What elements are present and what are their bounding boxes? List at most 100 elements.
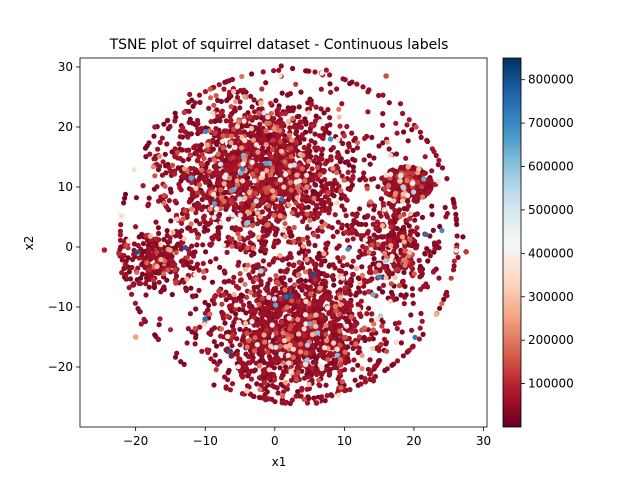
- data-point: [181, 262, 187, 268]
- x-axis-label: x1: [272, 455, 287, 469]
- data-point: [367, 357, 373, 363]
- data-point: [239, 145, 245, 151]
- data-point: [403, 155, 409, 161]
- data-point: [436, 245, 442, 251]
- data-point: [277, 290, 283, 296]
- data-point: [339, 379, 345, 385]
- data-point: [404, 192, 411, 198]
- data-point: [241, 237, 247, 243]
- data-point: [224, 128, 230, 134]
- data-point: [168, 218, 174, 224]
- data-point: [229, 343, 235, 349]
- data-point: [156, 322, 162, 328]
- data-point: [161, 121, 167, 127]
- data-point: [332, 265, 338, 271]
- data-point: [354, 145, 360, 151]
- data-point: [212, 118, 218, 124]
- data-point: [399, 198, 406, 204]
- data-point: [366, 236, 372, 242]
- data-point: [301, 332, 307, 338]
- data-point: [409, 327, 415, 333]
- data-point: [323, 382, 329, 388]
- data-point: [431, 149, 437, 155]
- colorbar-tick-label: 700000: [528, 116, 574, 130]
- data-point: [258, 100, 264, 106]
- data-point: [217, 179, 223, 186]
- data-point: [407, 232, 413, 238]
- data-point: [327, 136, 334, 142]
- data-point: [232, 166, 238, 173]
- data-point: [153, 236, 159, 242]
- data-point: [216, 288, 222, 294]
- data-point: [326, 210, 332, 216]
- data-point: [195, 189, 201, 195]
- data-point: [414, 225, 420, 231]
- data-point: [400, 353, 406, 359]
- data-point: [304, 172, 310, 178]
- data-point: [242, 281, 248, 287]
- data-point: [278, 381, 284, 387]
- data-point: [281, 275, 287, 281]
- data-point: [116, 251, 122, 257]
- data-point: [173, 212, 180, 218]
- data-point: [185, 326, 191, 332]
- colorbar-tick-label: 800000: [528, 73, 574, 87]
- data-point: [322, 278, 328, 284]
- data-point: [350, 164, 356, 170]
- data-point: [232, 99, 239, 105]
- data-point: [418, 134, 424, 140]
- data-point: [374, 219, 380, 225]
- data-point: [314, 371, 320, 378]
- data-point: [301, 338, 308, 344]
- data-point: [157, 316, 163, 322]
- data-point: [422, 250, 428, 257]
- data-point: [234, 94, 241, 101]
- data-point: [295, 272, 301, 278]
- data-point: [236, 241, 242, 247]
- data-point: [333, 170, 340, 176]
- data-point: [293, 179, 299, 185]
- data-point: [119, 270, 125, 276]
- data-point: [241, 302, 247, 308]
- data-point: [158, 256, 164, 263]
- data-point: [282, 111, 288, 117]
- data-point: [223, 118, 229, 124]
- data-point: [270, 142, 276, 148]
- data-point: [341, 177, 347, 183]
- data-point: [211, 294, 218, 300]
- data-point: [393, 120, 399, 126]
- data-point: [350, 236, 356, 242]
- data-point: [405, 164, 411, 170]
- data-point: [417, 325, 423, 331]
- data-point: [274, 180, 280, 186]
- data-point: [297, 151, 303, 157]
- data-point: [373, 269, 379, 275]
- data-point: [201, 155, 207, 162]
- data-point: [363, 221, 369, 228]
- data-point: [204, 195, 210, 201]
- data-point: [239, 200, 245, 206]
- data-point: [121, 239, 127, 245]
- data-point: [381, 336, 388, 342]
- data-point: [187, 311, 193, 317]
- data-point: [331, 364, 337, 371]
- data-point: [167, 235, 173, 241]
- data-point: [419, 318, 425, 324]
- data-point: [304, 211, 310, 217]
- data-point: [430, 269, 436, 275]
- data-point: [313, 360, 319, 366]
- data-point: [192, 272, 198, 278]
- data-point: [292, 282, 298, 288]
- data-point: [271, 240, 278, 246]
- data-point: [359, 366, 365, 372]
- data-point: [172, 110, 178, 116]
- data-point: [280, 142, 286, 148]
- data-point: [299, 132, 305, 138]
- data-point: [217, 161, 224, 167]
- data-point: [283, 344, 289, 350]
- data-point: [280, 393, 286, 399]
- data-point: [352, 323, 358, 329]
- data-point: [356, 285, 362, 291]
- data-point: [354, 81, 360, 87]
- data-point: [361, 170, 367, 176]
